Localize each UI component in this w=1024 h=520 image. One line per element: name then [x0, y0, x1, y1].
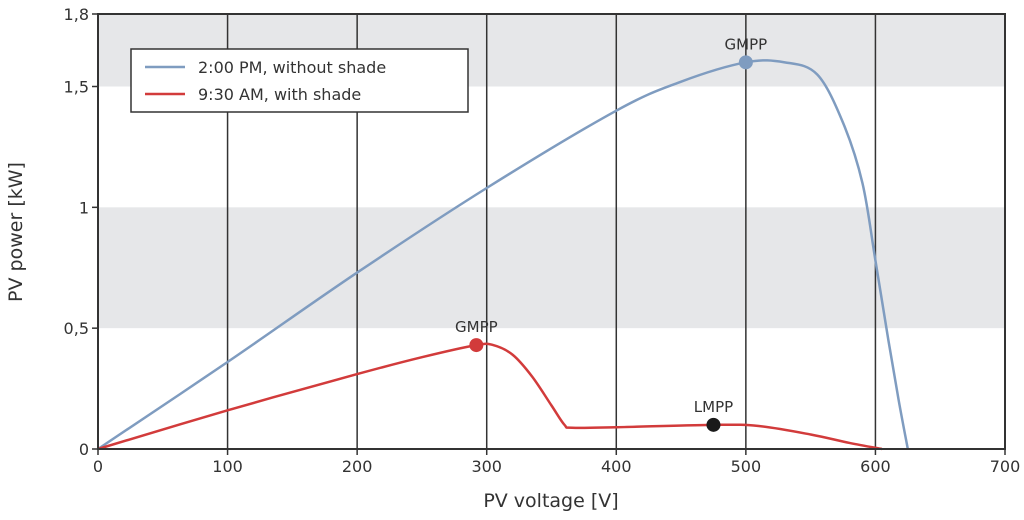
- lmpp-marker: [706, 417, 721, 432]
- legend: 2:00 PM, without shade 9:30 AM, with sha…: [130, 48, 469, 113]
- gmpp-marker: [469, 338, 484, 353]
- x-tick-label: 400: [601, 457, 632, 476]
- y-tick-label: 0,5: [64, 319, 89, 338]
- x-tick-label: 600: [860, 457, 891, 476]
- x-tick-label: 0: [93, 457, 103, 476]
- y-tick-label: 1,8: [64, 5, 89, 24]
- gmpp-label: GMPP: [725, 35, 768, 53]
- legend-label-1: 2:00 PM, without shade: [198, 58, 386, 77]
- gmpp-label: GMPP: [455, 318, 498, 336]
- y-tick-label: 0: [79, 440, 89, 459]
- series-line-2: [97, 342, 883, 451]
- x-tick-label: 700: [990, 457, 1021, 476]
- band-0: [98, 207, 1005, 329]
- y-tick-label: 1,5: [64, 78, 89, 97]
- plot-frame: [97, 13, 1006, 450]
- x-tick-label: 200: [342, 457, 373, 476]
- x-axis-label: PV voltage [V]: [483, 490, 618, 512]
- x-tick-label: 100: [212, 457, 243, 476]
- legend-label-2: 9:30 AM, with shade: [198, 85, 361, 104]
- x-tick-label: 300: [471, 457, 502, 476]
- x-tick-label: 500: [731, 457, 762, 476]
- lmpp-label: LMPP: [694, 398, 733, 416]
- y-axis-label: PV power [kW]: [5, 162, 27, 302]
- y-tick-label: 1: [79, 198, 89, 217]
- gmpp-marker: [738, 55, 753, 70]
- legend-box: [130, 48, 469, 113]
